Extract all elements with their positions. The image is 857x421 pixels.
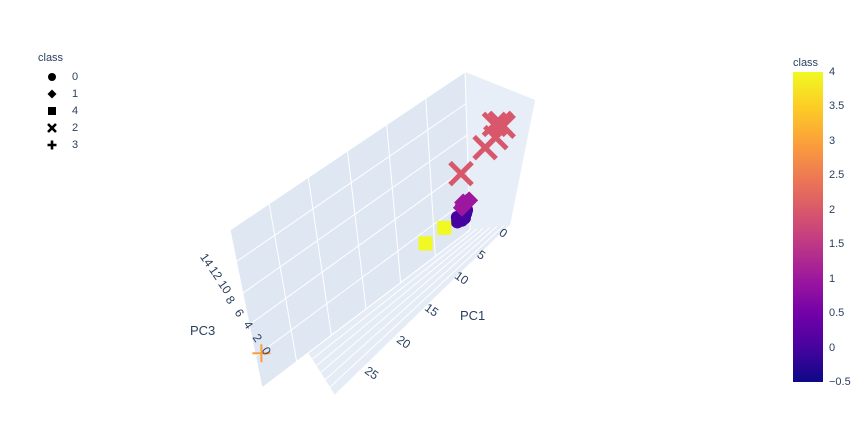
square-icon	[38, 106, 66, 116]
grid-line	[261, 229, 471, 389]
legend-item-2[interactable]: 2	[38, 119, 78, 136]
grid-lines	[229, 71, 511, 396]
grid-line	[242, 134, 468, 294]
grid-line	[298, 227, 491, 392]
point-class-4[interactable]	[437, 220, 452, 235]
legend-item-4[interactable]: 4	[38, 102, 78, 119]
grid-line	[425, 98, 436, 257]
colorbar-tick: −0.5	[829, 376, 851, 388]
grid-line	[229, 229, 263, 389]
circle-icon	[38, 72, 66, 82]
colorbar-tick: 3.5	[829, 100, 845, 113]
legend-item-label: 0	[72, 70, 79, 83]
legend-item-label: 3	[72, 138, 79, 151]
colorbar-tick: 1	[829, 272, 836, 285]
colorbar-tick: 3	[829, 134, 836, 147]
grid-line	[273, 228, 477, 390]
z-axis-title: PC3	[190, 323, 216, 338]
colorbar-title: class	[793, 57, 819, 69]
point-class-3[interactable]	[252, 344, 271, 363]
colorbar-tick: 1.5	[829, 238, 845, 251]
point-class-1[interactable]	[454, 195, 473, 214]
colorbar-tick: 0.5	[829, 307, 845, 320]
grid-line	[386, 124, 402, 283]
legend-item-label: 4	[72, 104, 79, 117]
axis-panes	[230, 72, 535, 395]
legend-item-1[interactable]: 1	[38, 85, 78, 102]
grid-line	[229, 71, 466, 231]
point-class-2[interactable]	[472, 134, 498, 161]
colorbar-tick: 0	[829, 341, 836, 354]
legend-title: class	[38, 52, 64, 64]
back-pane	[230, 72, 470, 388]
colorbar	[793, 72, 823, 382]
point-class-4[interactable]	[418, 236, 433, 251]
x-icon	[38, 122, 66, 133]
grid-line	[248, 166, 469, 326]
point-class-0[interactable]	[455, 213, 469, 227]
grid-line	[255, 197, 470, 357]
colorbar-tick: 4	[829, 66, 836, 78]
grid-line	[310, 226, 497, 394]
grid-line	[236, 103, 467, 263]
legend-item-3[interactable]: 3	[38, 136, 78, 153]
grid-line	[307, 177, 332, 336]
grid-line	[334, 224, 511, 396]
point-class-2[interactable]	[448, 160, 474, 187]
grid-line	[286, 227, 484, 391]
grid-line	[268, 203, 298, 362]
grid-line	[347, 150, 367, 310]
legend-item-0[interactable]: 0	[38, 68, 78, 85]
side-pane	[465, 72, 535, 230]
colorbar-tick: 2.5	[829, 169, 845, 182]
diamond-icon	[38, 89, 66, 99]
point-class-2[interactable]	[490, 113, 516, 139]
data-points	[252, 110, 516, 363]
colorbar-tick: 2	[829, 203, 836, 216]
grid-line	[322, 225, 504, 395]
x-axis-title: PC1	[460, 308, 486, 323]
legend-item-label: 2	[72, 121, 79, 134]
point-class-2[interactable]	[481, 111, 508, 138]
cross-icon	[38, 140, 66, 150]
legend-item-label: 1	[72, 87, 79, 100]
legend: class 0 1 4 2 3	[38, 52, 78, 153]
